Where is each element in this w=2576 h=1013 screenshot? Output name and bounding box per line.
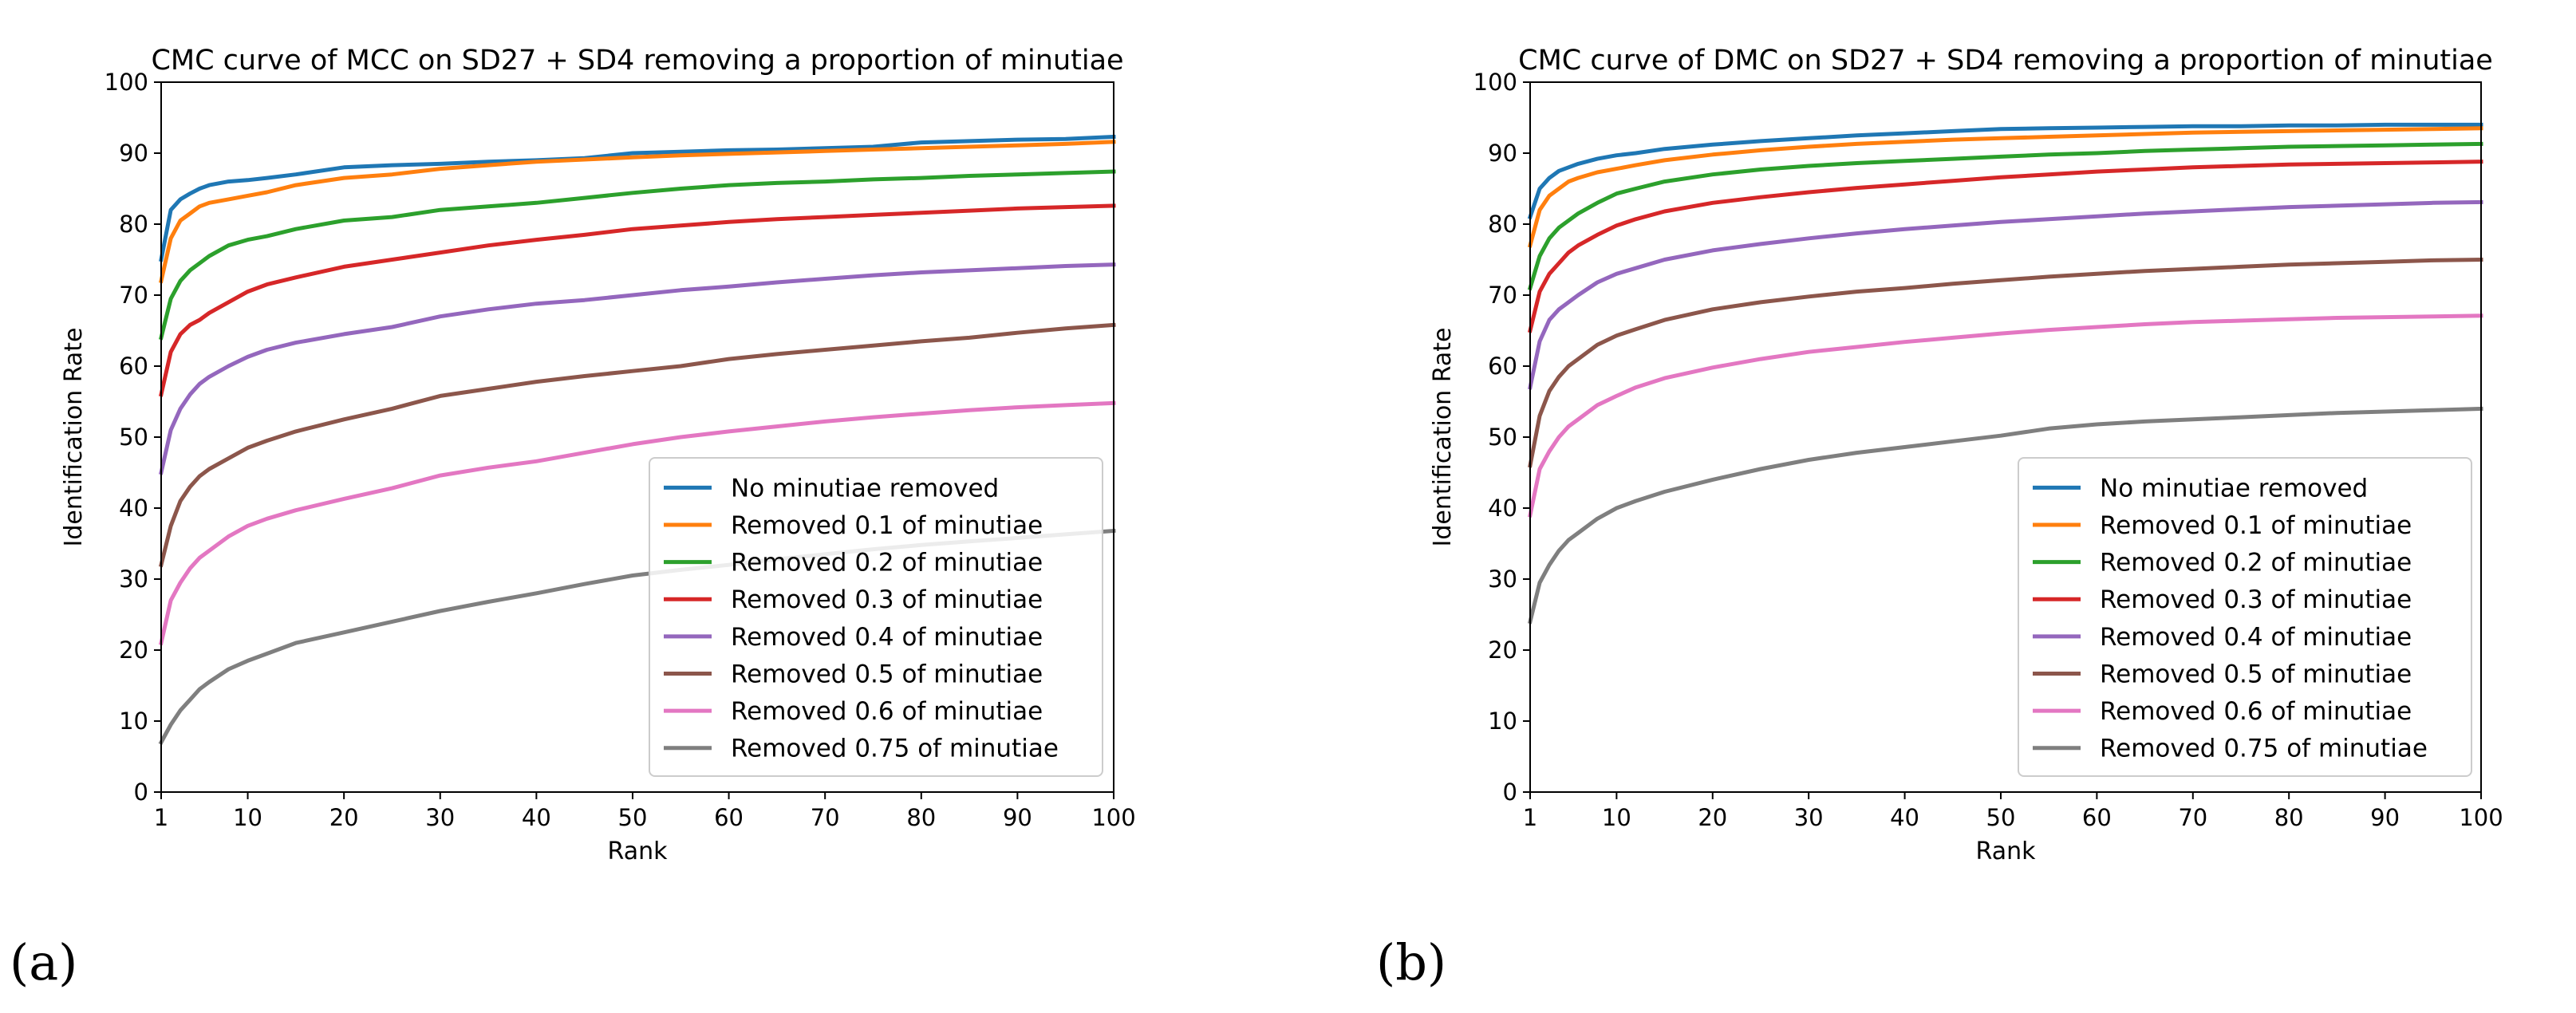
y-tick-label: 60 (1488, 353, 1517, 380)
chart-panel-a: CMC curve of MCC on SD27 + SD4 removing … (10, 45, 1136, 991)
x-axis-label: Rank (608, 838, 669, 865)
x-tick-label: 90 (2370, 804, 2400, 831)
chart-title: CMC curve of MCC on SD27 + SD4 removing … (151, 45, 1123, 77)
legend-label: Removed 0.3 of minutiae (731, 585, 1043, 614)
legend-label: Removed 0.4 of minutiae (2100, 623, 2412, 652)
chart-panel-b: CMC curve of DMC on SD27 + SD4 removing … (1376, 45, 2503, 991)
x-tick-label: 10 (1602, 804, 1631, 831)
y-tick-label: 20 (1488, 637, 1517, 664)
y-tick-label: 60 (119, 353, 148, 380)
series-line-6 (159, 400, 1116, 646)
series-line-4 (159, 262, 1116, 475)
legend-label: Removed 0.6 of minutiae (2100, 697, 2412, 726)
legend-box (649, 457, 1103, 777)
y-axis-label: Identification Rate (60, 327, 88, 546)
x-tick-label: 50 (1986, 804, 2016, 831)
legend-label: Removed 0.2 of minutiae (731, 549, 1043, 577)
x-tick-label: 80 (906, 804, 936, 831)
x-tick-label: 100 (2459, 804, 2503, 831)
series-line-5 (1528, 257, 2483, 468)
legend-label: Removed 0.2 of minutiae (2100, 549, 2412, 577)
legend-label: Removed 0.4 of minutiae (731, 623, 1043, 652)
legend-label: Removed 0.6 of minutiae (731, 697, 1043, 726)
y-tick-label: 50 (1488, 424, 1517, 451)
y-tick-label: 10 (1488, 708, 1517, 735)
x-tick-label: 70 (2178, 804, 2207, 831)
legend: No minutiae removed Removed 0.1 of minuti… (649, 457, 1103, 777)
series-line-4 (1528, 199, 2483, 390)
legend-label: Removed 0.1 of minutiae (2100, 511, 2412, 540)
series-line-0 (159, 134, 1116, 262)
series-line-3 (1527, 160, 2483, 333)
y-tick-label: 0 (1503, 778, 1517, 806)
legend-box (2018, 457, 2472, 777)
y-tick-label: 10 (119, 708, 148, 735)
x-tick-label: 60 (2082, 804, 2112, 831)
legend-label: Removed 0.3 of minutiae (2100, 585, 2412, 614)
series-line-2 (158, 169, 1116, 341)
series-line-3 (159, 203, 1116, 397)
series-line-7 (1527, 406, 2483, 625)
x-tick-label: 90 (1003, 804, 1032, 831)
legend-label: Removed 0.5 of minutiae (2100, 660, 2412, 688)
legend-label: Removed 0.1 of minutiae (731, 511, 1043, 540)
y-tick-label: 40 (119, 495, 148, 522)
y-tick-label: 20 (119, 637, 148, 664)
y-tick-label: 100 (1473, 69, 1517, 96)
x-tick-label: 70 (811, 804, 840, 831)
series-line-0 (1527, 122, 2483, 220)
y-tick-label: 50 (119, 424, 148, 451)
x-tick-label: 1 (154, 804, 168, 831)
y-axis-label: Identification Rate (1429, 327, 1457, 546)
x-tick-label: 40 (522, 804, 551, 831)
y-tick-label: 70 (119, 282, 148, 309)
panel-label: (b) (1376, 933, 1446, 991)
legend-label: Removed 0.75 of minutiae (2100, 735, 2428, 763)
series-line-2 (1527, 141, 2483, 291)
panel-label: (a) (10, 933, 77, 991)
y-tick-label: 90 (1488, 140, 1517, 167)
y-tick-label: 30 (1488, 566, 1517, 593)
x-tick-label: 10 (233, 804, 262, 831)
x-axis-label: Rank (1976, 838, 2037, 865)
x-tick-label: 60 (714, 804, 744, 831)
series-line-6 (1528, 313, 2483, 518)
y-tick-label: 70 (1488, 282, 1517, 309)
y-tick-label: 80 (1488, 211, 1517, 238)
y-tick-label: 90 (119, 140, 148, 167)
legend-label: No minutiae removed (2100, 474, 2368, 503)
x-tick-label: 100 (1091, 804, 1135, 831)
y-tick-label: 100 (105, 69, 148, 96)
x-tick-label: 80 (2274, 804, 2304, 831)
series-line-1 (159, 140, 1116, 284)
chart-title: CMC curve of DMC on SD27 + SD4 removing … (1518, 45, 2493, 77)
x-tick-label: 30 (1794, 804, 1824, 831)
legend-label: Removed 0.5 of minutiae (731, 660, 1043, 688)
legend: No minutiae removed Removed 0.1 of minuti… (2018, 457, 2472, 777)
x-tick-label: 50 (618, 804, 648, 831)
legend-label: Removed 0.75 of minutiae (731, 735, 1059, 763)
y-tick-label: 30 (119, 566, 148, 593)
y-tick-label: 0 (134, 778, 148, 806)
x-tick-label: 40 (1890, 804, 1919, 831)
series-line-1 (1527, 126, 2483, 248)
x-tick-label: 30 (425, 804, 455, 831)
legend-label: No minutiae removed (731, 474, 999, 503)
x-tick-label: 20 (329, 804, 359, 831)
x-tick-label: 20 (1698, 804, 1727, 831)
series-line-5 (158, 322, 1116, 568)
y-tick-label: 80 (119, 211, 148, 238)
x-tick-label: 1 (1523, 804, 1537, 831)
y-tick-label: 40 (1488, 495, 1517, 522)
